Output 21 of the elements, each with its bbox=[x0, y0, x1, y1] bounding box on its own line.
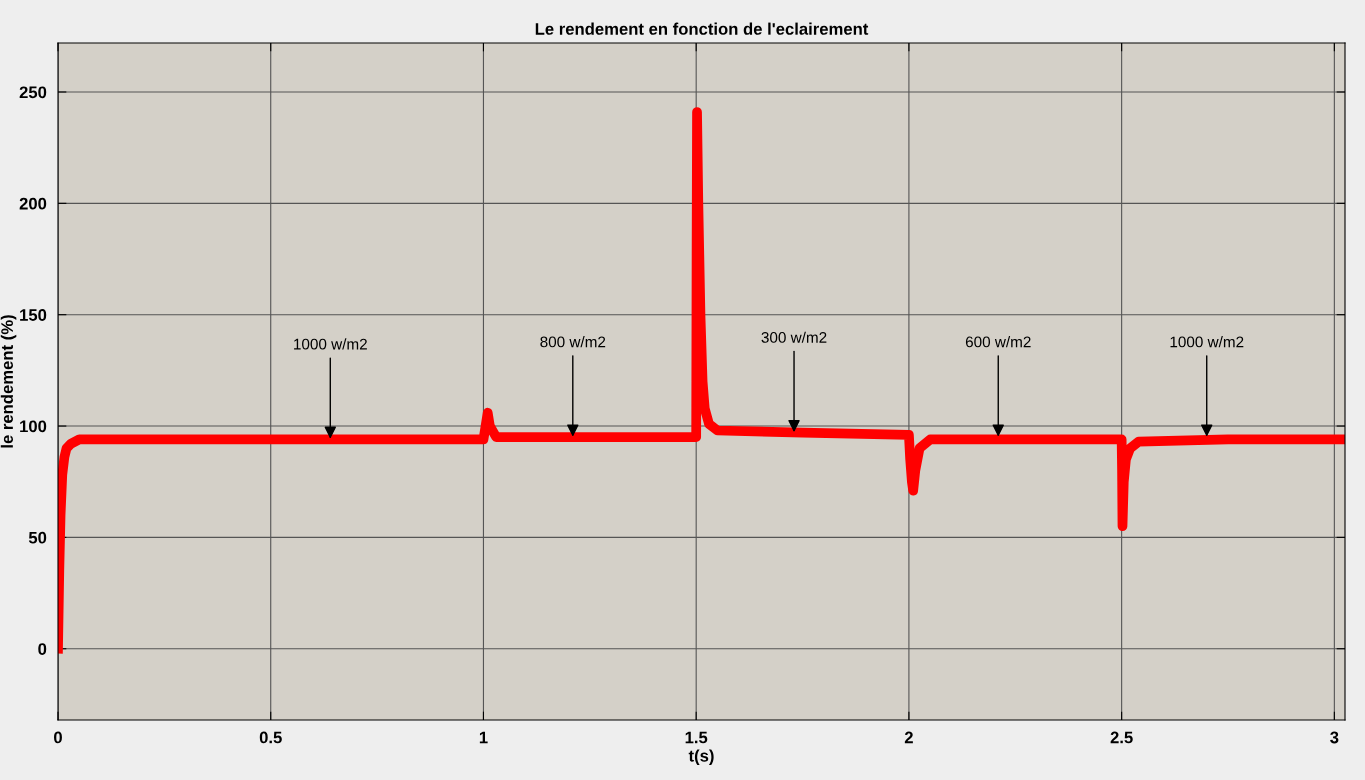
y-tick-label: 100 bbox=[20, 420, 47, 433]
y-tick-label: 250 bbox=[19, 86, 47, 99]
chart-title: Le rendement en fonction de l'eclairement bbox=[535, 22, 869, 35]
x-axis-title: t(s) bbox=[688, 749, 714, 765]
x-tick-label: 2.5 bbox=[1110, 731, 1133, 744]
annotation: 1000 w/m2 bbox=[294, 338, 367, 350]
y-tick-label: 0 bbox=[38, 643, 47, 655]
annotation: 300 w/m2 bbox=[761, 331, 827, 343]
x-tick-label: 3 bbox=[1330, 731, 1339, 744]
y-tick-label: 50 bbox=[28, 531, 47, 544]
x-tick-label: 0 bbox=[54, 731, 62, 744]
annotation: 800 w/m2 bbox=[540, 336, 606, 348]
annotation: 1000 w/m2 bbox=[1170, 336, 1244, 348]
x-tick-label: 0.5 bbox=[259, 731, 282, 744]
annotation: 600 w/m2 bbox=[965, 336, 1031, 348]
x-tick-label: 1 bbox=[479, 731, 488, 744]
y-tick-label: 200 bbox=[19, 197, 47, 210]
y-axis-title: le rendement (%) bbox=[0, 315, 17, 448]
x-tick-label: 1.5 bbox=[685, 731, 708, 744]
y-tick-label: 150 bbox=[20, 309, 47, 321]
x-tick-label: 2 bbox=[904, 731, 913, 744]
